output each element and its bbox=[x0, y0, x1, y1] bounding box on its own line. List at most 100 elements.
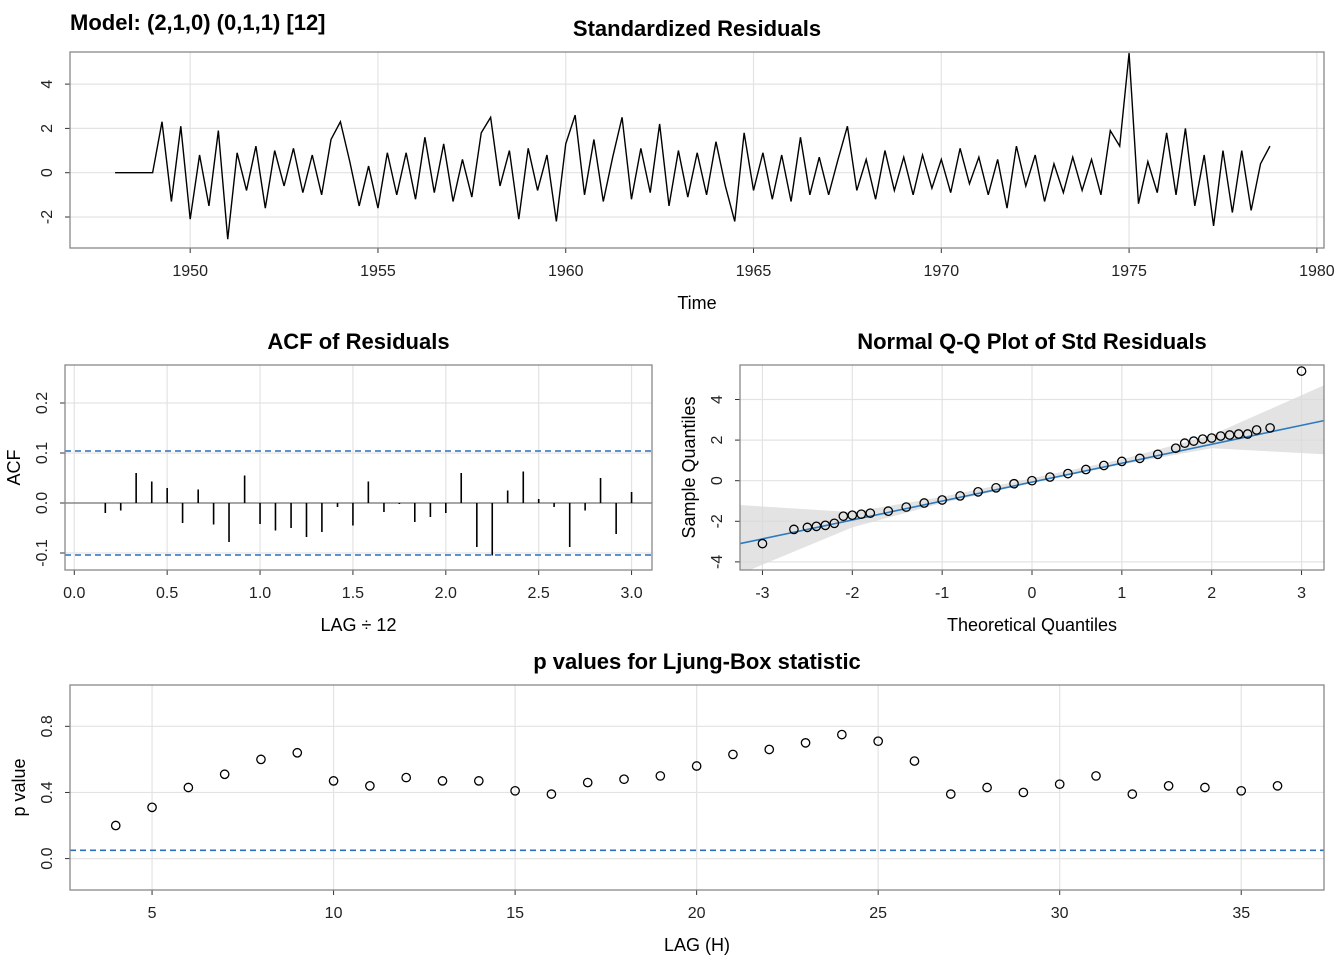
point bbox=[757, 538, 768, 549]
point bbox=[1063, 468, 1073, 479]
panel bbox=[70, 52, 1324, 248]
x-tick-label: 10 bbox=[325, 905, 343, 922]
point bbox=[1272, 780, 1283, 791]
point bbox=[328, 776, 339, 786]
point bbox=[1179, 438, 1190, 448]
point bbox=[865, 508, 876, 519]
point bbox=[655, 771, 666, 781]
point bbox=[1134, 453, 1145, 464]
y-axis-label: p value bbox=[9, 758, 29, 816]
point bbox=[183, 782, 194, 793]
point bbox=[619, 774, 629, 785]
panel-border bbox=[739, 364, 1325, 571]
x-tick-label: -2 bbox=[845, 585, 859, 602]
point bbox=[1127, 789, 1138, 799]
panel bbox=[65, 365, 652, 570]
point bbox=[1197, 434, 1208, 444]
point bbox=[1224, 430, 1235, 440]
y-tick-label: 0 bbox=[39, 168, 56, 177]
point bbox=[1045, 472, 1055, 482]
panel-border bbox=[69, 51, 1325, 249]
point bbox=[937, 495, 948, 505]
y-axis-label: ACF bbox=[4, 449, 24, 485]
point bbox=[1215, 431, 1226, 441]
qq-line bbox=[740, 419, 1324, 545]
y-tick-label: 0.4 bbox=[39, 781, 56, 803]
point bbox=[829, 518, 840, 529]
x-tick-label: 1.0 bbox=[249, 585, 271, 602]
y-tick-label: 0.2 bbox=[34, 392, 51, 414]
panel-border bbox=[64, 364, 653, 571]
point bbox=[110, 820, 121, 831]
x-tick-label: 1950 bbox=[172, 263, 208, 280]
point bbox=[1236, 785, 1247, 796]
y-tick-label: -2 bbox=[709, 514, 726, 528]
point bbox=[1296, 366, 1307, 376]
x-tick-label: 2.0 bbox=[435, 585, 457, 602]
x-tick-label: 35 bbox=[1232, 905, 1250, 922]
point bbox=[1251, 425, 1262, 435]
y-tick-label: 4 bbox=[709, 395, 726, 404]
x-tick-label: 1970 bbox=[924, 263, 960, 280]
panel-title: Standardized Residuals bbox=[573, 16, 821, 41]
panel-title: ACF of Residuals bbox=[267, 329, 449, 354]
y-tick-label: 2 bbox=[39, 124, 56, 133]
residual-line bbox=[115, 53, 1271, 240]
point bbox=[883, 506, 894, 516]
x-tick-label: 1975 bbox=[1111, 263, 1147, 280]
point bbox=[991, 482, 1001, 493]
point bbox=[1188, 436, 1199, 446]
point bbox=[1170, 443, 1181, 454]
point bbox=[1009, 478, 1019, 489]
point bbox=[1116, 456, 1127, 467]
point bbox=[764, 744, 775, 755]
point bbox=[1027, 475, 1037, 486]
point bbox=[1242, 429, 1253, 439]
point bbox=[365, 780, 375, 791]
x-tick-label: 1965 bbox=[736, 263, 772, 280]
x-tick-label: 1 bbox=[1117, 585, 1126, 602]
point bbox=[1206, 433, 1217, 443]
x-tick-label: 3 bbox=[1297, 585, 1306, 602]
point bbox=[1054, 779, 1065, 790]
panel-title: Normal Q-Q Plot of Std Residuals bbox=[857, 329, 1207, 354]
x-tick-label: 20 bbox=[688, 905, 706, 922]
x-tick-label: 2 bbox=[1207, 585, 1216, 602]
point bbox=[219, 769, 230, 780]
point bbox=[147, 802, 157, 813]
x-tick-label: 1955 bbox=[360, 263, 396, 280]
point bbox=[401, 772, 412, 783]
point bbox=[945, 789, 956, 799]
point bbox=[292, 747, 303, 758]
x-tick-label: 1.5 bbox=[342, 585, 364, 602]
point bbox=[856, 509, 867, 520]
x-tick-label: 1980 bbox=[1299, 263, 1335, 280]
x-tick-label: 30 bbox=[1051, 905, 1069, 922]
point bbox=[982, 782, 992, 793]
point bbox=[1018, 787, 1029, 798]
y-tick-label: 0.0 bbox=[39, 847, 56, 869]
x-axis-label: Theoretical Quantiles bbox=[947, 615, 1117, 635]
x-tick-label: 3.0 bbox=[620, 585, 642, 602]
point bbox=[728, 749, 738, 760]
point bbox=[973, 487, 983, 497]
x-axis-label: Time bbox=[677, 293, 716, 313]
y-tick-label: -4 bbox=[709, 555, 726, 569]
point bbox=[837, 729, 847, 740]
point bbox=[1200, 782, 1210, 793]
point bbox=[1163, 780, 1174, 791]
y-tick-label: 0.1 bbox=[34, 442, 51, 464]
point bbox=[838, 511, 849, 522]
point bbox=[437, 776, 448, 786]
x-tick-label: 5 bbox=[148, 905, 157, 922]
x-tick-label: 0 bbox=[1028, 585, 1037, 602]
y-axis-label: Sample Quantiles bbox=[679, 396, 699, 538]
point bbox=[1081, 464, 1091, 475]
point bbox=[811, 521, 822, 532]
model-title: Model: (2,1,0) (0,1,1) [12] bbox=[70, 10, 326, 35]
point bbox=[800, 738, 811, 748]
y-tick-label: 4 bbox=[39, 80, 56, 89]
point bbox=[1152, 449, 1163, 460]
x-tick-label: 1960 bbox=[548, 263, 584, 280]
